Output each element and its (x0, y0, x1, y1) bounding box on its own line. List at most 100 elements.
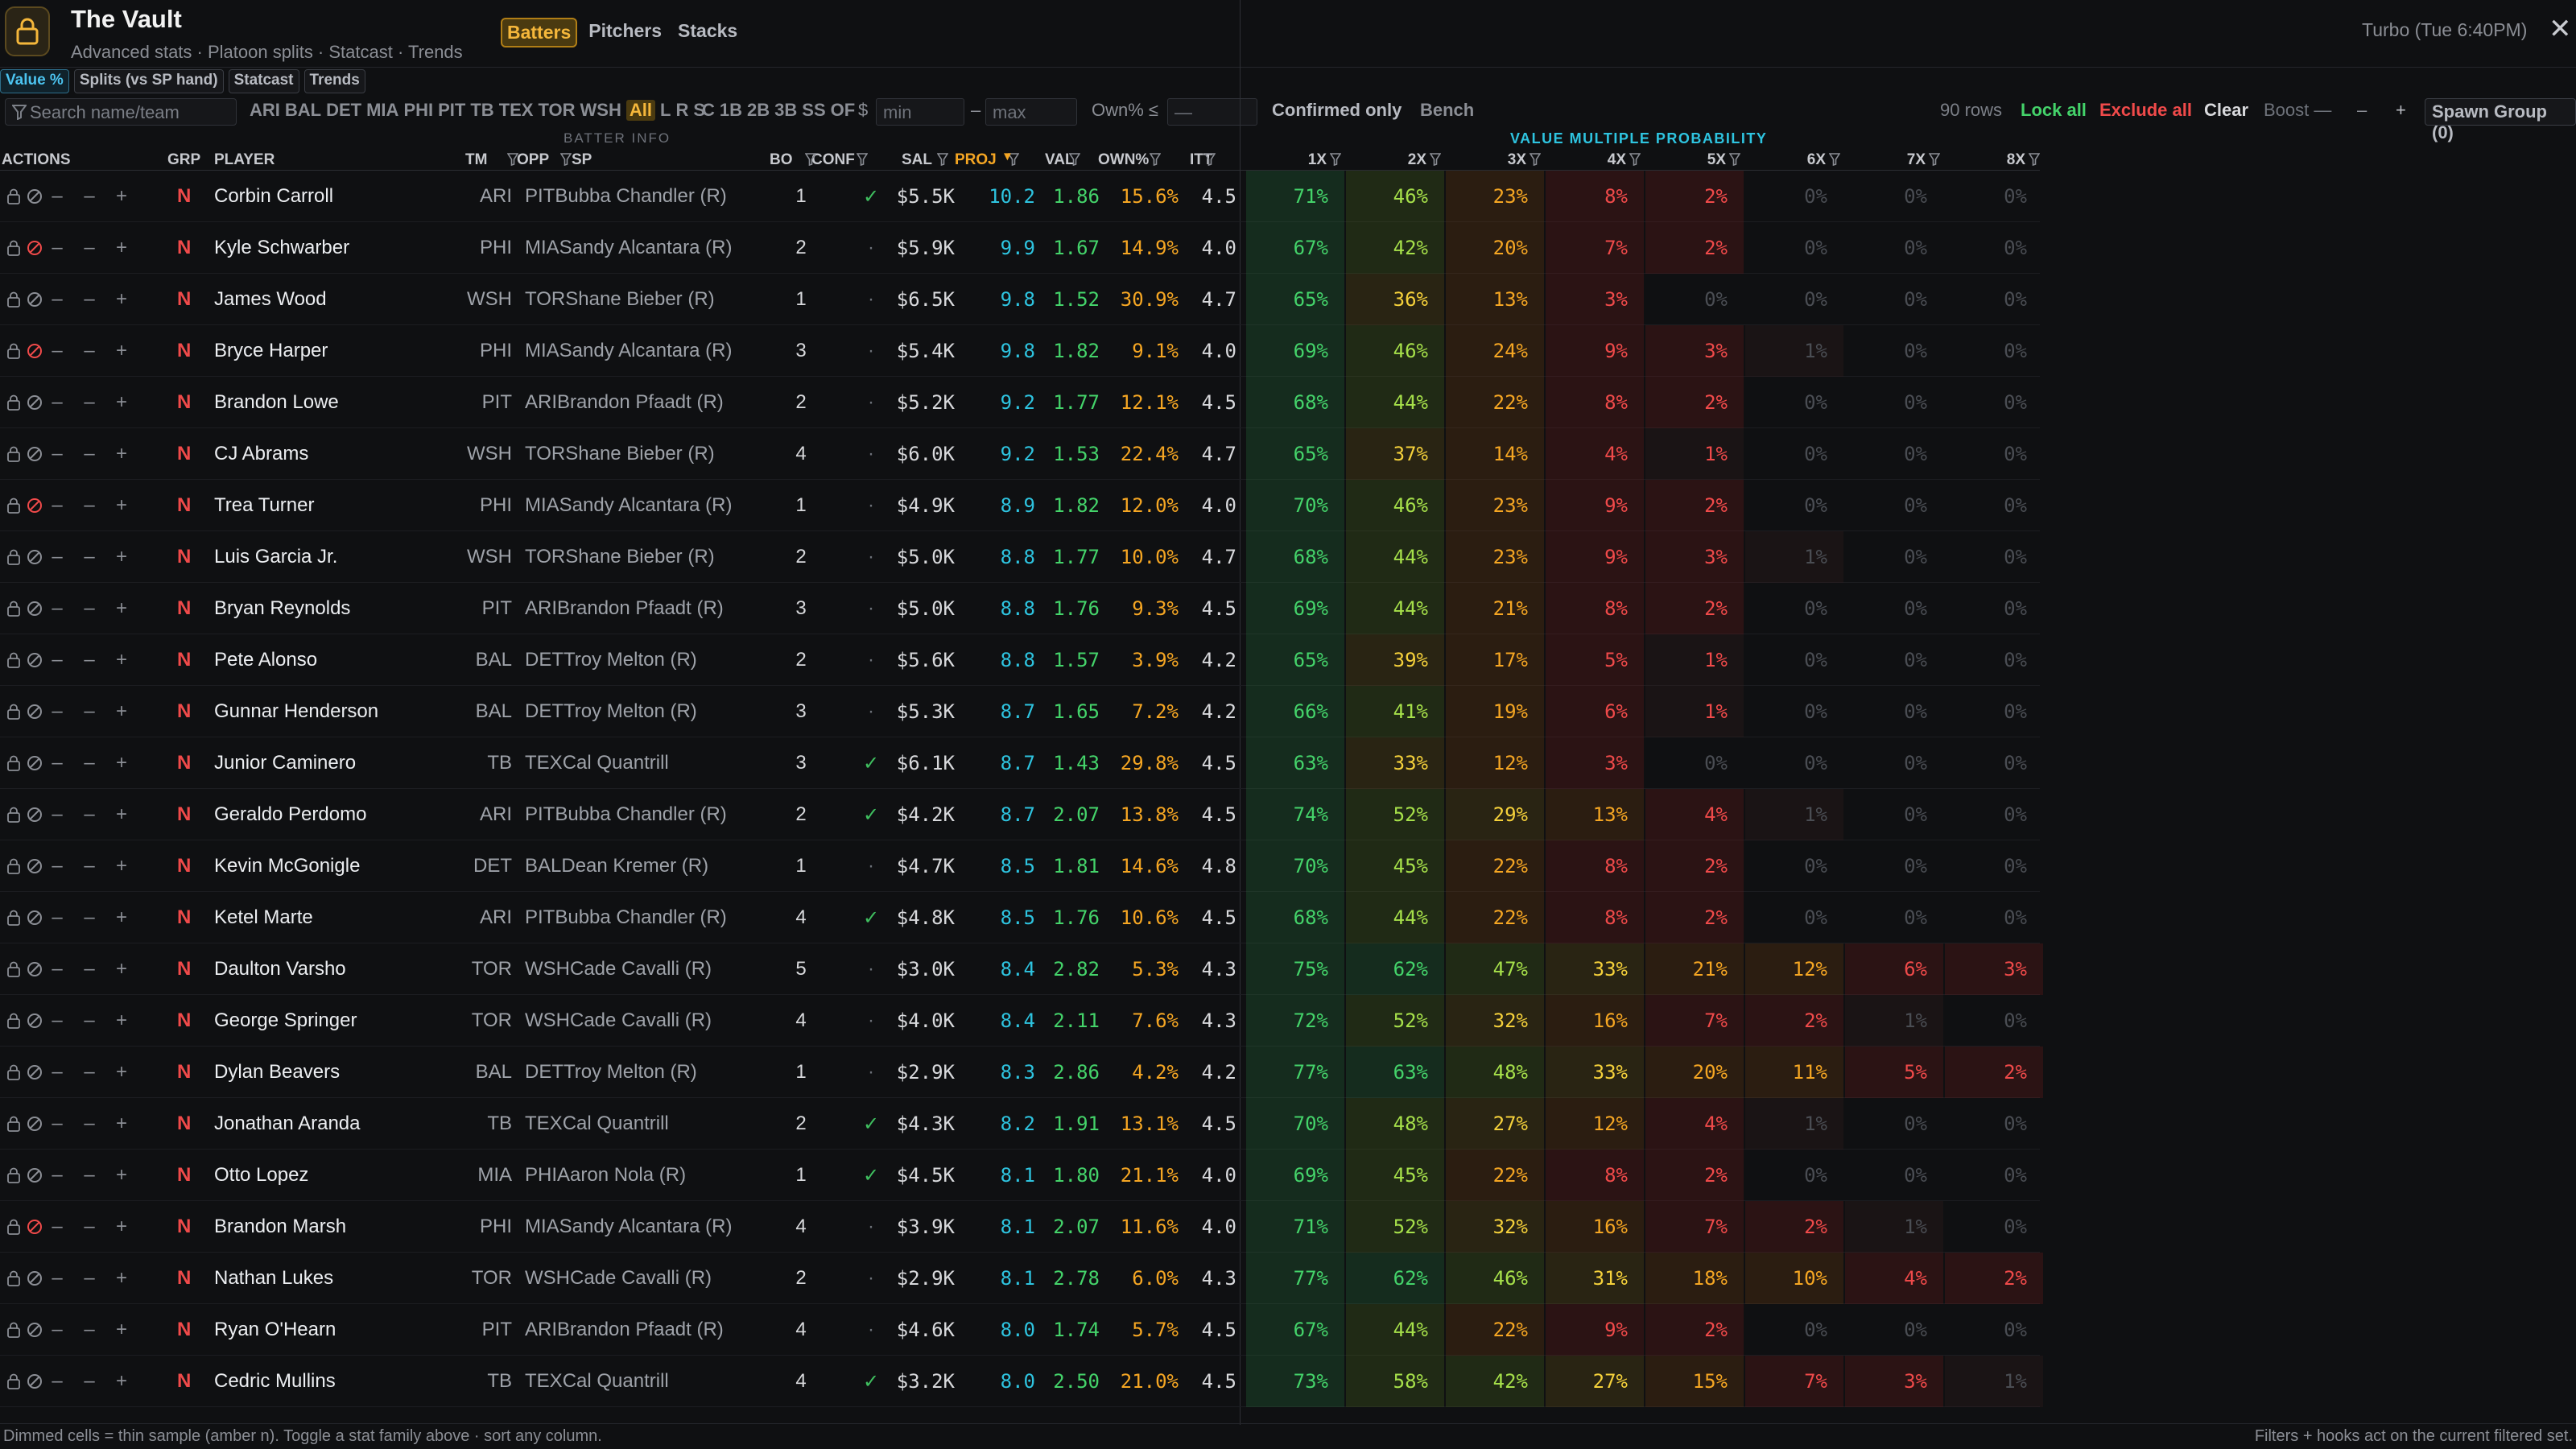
lock-icon[interactable] (3, 1322, 24, 1338)
salary-min-input[interactable]: min (876, 98, 964, 126)
lock-icon[interactable] (3, 961, 24, 977)
lock-icon[interactable] (3, 497, 24, 514)
exclude-icon[interactable] (24, 1270, 45, 1286)
exposure-minus-button[interactable]: – (52, 1216, 63, 1237)
lock-icon[interactable] (3, 755, 24, 771)
table-row[interactable]: – – + N Dylan Beavers BAL DET Troy Melton (R) 1 ·… (0, 1046, 2043, 1098)
filter-icon[interactable] (1149, 153, 1162, 171)
boost-plus-button[interactable]: + (115, 752, 127, 774)
player-name[interactable]: Bryce Harper (214, 340, 328, 361)
player-name[interactable]: Luis Garcia Jr. (214, 546, 338, 568)
boost-minus-button[interactable]: – (84, 1216, 95, 1237)
player-name[interactable]: Brandon Marsh (214, 1216, 347, 1237)
table-row[interactable]: – – + N Luis Garcia Jr. WSH TOR Shane Bieber (R… (0, 531, 2040, 583)
exclude-icon[interactable] (24, 497, 45, 514)
col-mult-6x[interactable]: 6X (1806, 151, 1826, 168)
exposure-minus-button[interactable]: – (52, 803, 63, 825)
exposure-minus-button[interactable]: – (52, 855, 63, 877)
boost-plus-button[interactable]: + (115, 391, 127, 413)
exposure-minus-button[interactable]: – (52, 546, 63, 568)
clear-button[interactable]: Clear (2204, 100, 2249, 120)
exposure-minus-button[interactable]: – (52, 391, 63, 413)
table-row[interactable]: – – + N James Wood WSH TOR Shane Bieber (R) 1 · $6… (0, 274, 2040, 325)
player-name[interactable]: Daulton Varsho (214, 958, 346, 980)
player-name[interactable]: Junior Caminero (214, 752, 357, 774)
player-name[interactable]: Otto Lopez (214, 1164, 309, 1186)
boost-minus-button[interactable]: – (84, 546, 95, 568)
exposure-minus-button[interactable]: – (52, 494, 63, 516)
boost-plus-button[interactable]: + (2396, 100, 2406, 120)
exclude-icon[interactable] (24, 910, 45, 926)
table-row[interactable]: – – + N Geraldo Perdomo ARI PIT Bubba Chandler … (0, 789, 2040, 840)
lock-icon[interactable] (3, 291, 24, 308)
spawn-group-button[interactable]: Spawn Group (0) (2425, 98, 2576, 142)
filter-icon[interactable] (1928, 153, 1941, 171)
table-row[interactable]: – – + N Ryan O'Hearn PIT ARI Brandon Pfaadt (R)… (0, 1304, 2040, 1356)
col-bo[interactable]: BO (770, 151, 793, 168)
lock-icon[interactable] (3, 549, 24, 565)
boost-plus-button[interactable]: + (115, 443, 127, 464)
lock-icon[interactable] (3, 1373, 24, 1389)
lock-icon[interactable] (3, 343, 24, 359)
filter-icon[interactable] (1429, 153, 1442, 171)
col-sal[interactable]: SAL (902, 151, 932, 168)
exposure-minus-button[interactable]: – (52, 1267, 63, 1289)
team-chip-bal[interactable]: BAL (284, 100, 322, 120)
lock-icon[interactable] (3, 910, 24, 926)
boost-minus-button[interactable]: – (84, 185, 95, 207)
boost-plus-button[interactable]: + (115, 546, 127, 568)
exclude-icon[interactable] (24, 807, 45, 823)
filter-icon[interactable] (856, 153, 869, 171)
lock-icon[interactable] (3, 188, 24, 204)
boost-minus-button[interactable]: – (84, 855, 95, 877)
boost-plus-button[interactable]: + (115, 237, 127, 258)
exclude-icon[interactable] (24, 1219, 45, 1235)
exclude-icon[interactable] (24, 1373, 45, 1389)
player-name[interactable]: CJ Abrams (214, 443, 309, 464)
position-chip-3b[interactable]: 3B (774, 100, 798, 120)
exposure-minus-button[interactable]: – (52, 597, 63, 619)
lock-icon[interactable] (3, 394, 24, 411)
boost-minus-button[interactable]: – (84, 237, 95, 258)
boost-plus-button[interactable]: + (115, 1164, 127, 1186)
filter-icon[interactable] (1068, 153, 1081, 171)
exposure-minus-button[interactable]: – (52, 1113, 63, 1134)
team-chip-det[interactable]: DET (326, 100, 362, 120)
table-row[interactable]: – – + N Otto Lopez MIA PHI Aaron Nola (R) 1 ✓ $4.5… (0, 1150, 2040, 1201)
boost-minus-button[interactable]: – (84, 1061, 95, 1083)
col-tm[interactable]: TM (465, 151, 487, 169)
table-row[interactable]: – – + N Trea Turner PHI MIA Sandy Alcantara (R)… (0, 480, 2040, 531)
filter-icon[interactable] (1728, 153, 1741, 171)
exclude-icon[interactable] (24, 961, 45, 977)
boost-minus-button[interactable]: – (84, 1319, 95, 1340)
exposure-minus-button[interactable]: – (52, 340, 63, 361)
team-chip-ari[interactable]: ARI (250, 100, 280, 120)
position-chip-2b[interactable]: 2B (747, 100, 770, 120)
boost-minus-button[interactable]: – (84, 391, 95, 413)
table-row[interactable]: – – + N Kyle Schwarber PHI MIA Sandy Alcantara … (0, 222, 2040, 274)
table-row[interactable]: – – + N Gunnar Henderson BAL DET Troy Melton (R… (0, 686, 2040, 737)
lock-icon[interactable] (3, 1013, 24, 1029)
boost-plus-button[interactable]: + (115, 1216, 127, 1237)
boost-plus-button[interactable]: + (115, 1061, 127, 1083)
player-name[interactable]: Brandon Lowe (214, 391, 339, 413)
boost-minus-button[interactable]: – (84, 1164, 95, 1186)
team-chip-tex[interactable]: TEX (498, 100, 534, 120)
exclude-icon[interactable] (24, 1013, 45, 1029)
hand-chip-all[interactable]: All (625, 100, 655, 121)
filter-icon[interactable] (1529, 153, 1542, 171)
col-mult-2x[interactable]: 2X (1407, 151, 1426, 168)
exclude-icon[interactable] (24, 291, 45, 308)
boost-plus-button[interactable]: + (115, 803, 127, 825)
filter-icon[interactable] (1828, 153, 1841, 171)
exclude-icon[interactable] (24, 446, 45, 462)
exposure-minus-button[interactable]: – (52, 1164, 63, 1186)
col-grp[interactable]: GRP (167, 151, 201, 168)
boost-minus-button[interactable]: – (84, 752, 95, 774)
confirmed-only-toggle[interactable]: Confirmed only (1272, 100, 1402, 120)
table-row[interactable]: – – + N Jonathan Aranda TB TEX Cal Quantrill 2 ✓ $… (0, 1098, 2040, 1150)
player-name[interactable]: Gunnar Henderson (214, 700, 379, 722)
exclude-icon[interactable] (24, 1322, 45, 1338)
col-mult-3x[interactable]: 3X (1507, 151, 1526, 168)
lock-icon[interactable] (3, 1116, 24, 1132)
